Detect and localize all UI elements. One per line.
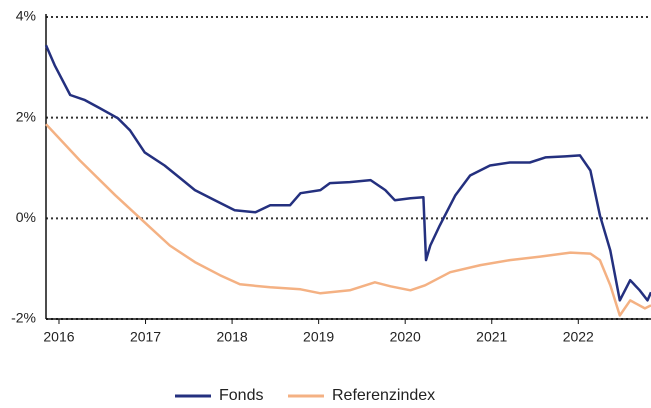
y-tick-label: 0%	[16, 209, 36, 225]
y-tick-label: 4%	[16, 8, 36, 24]
legend-label: Referenzindex	[332, 387, 435, 404]
x-tick-label: 2021	[476, 329, 507, 345]
legend-label: Fonds	[219, 387, 263, 404]
x-tick-label: 2022	[563, 329, 594, 345]
x-tick-label: 2018	[217, 329, 248, 345]
y-tick-label: -2%	[11, 310, 36, 326]
y-tick-label: 2%	[16, 108, 36, 124]
series-line	[45, 123, 651, 317]
x-tick-label: 2017	[130, 329, 161, 345]
x-tick-label: 2019	[303, 329, 334, 345]
x-tick-label: 2020	[390, 329, 421, 345]
x-tick-label: 2016	[43, 329, 74, 345]
series-line	[44, 44, 651, 302]
